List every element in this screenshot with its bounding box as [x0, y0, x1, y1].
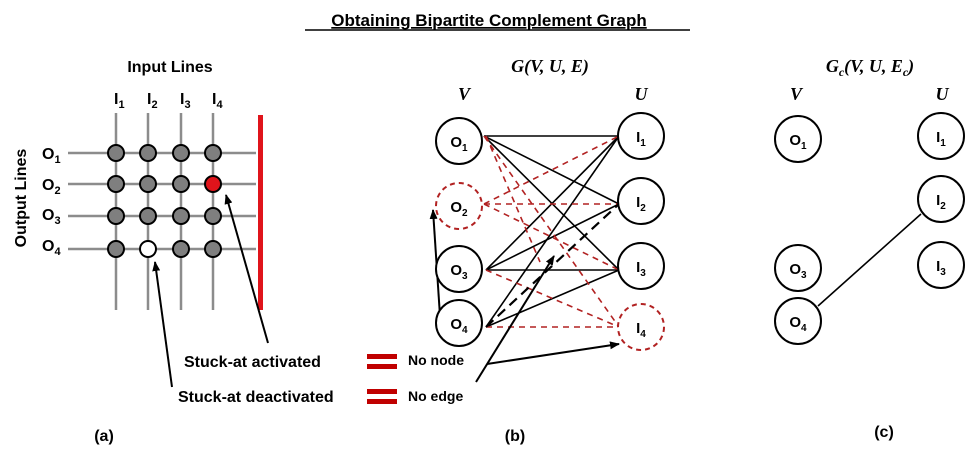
- panel-c-caption: (c): [874, 424, 894, 441]
- edge-dashed-deactivated: [485, 203, 620, 328]
- panel-c-u-label: U: [936, 84, 950, 104]
- output-wires: [68, 151, 256, 251]
- svg-text:I2: I2: [636, 194, 646, 214]
- legend-stuck-activated: Stuck-at activated: [184, 354, 321, 371]
- node-u-i1: I1: [617, 112, 665, 160]
- input-label-i2: I2: [147, 91, 158, 111]
- equals-sign-1: [367, 354, 397, 369]
- node-v-o4: O4: [435, 299, 483, 347]
- node-c-o3: O3: [774, 244, 822, 292]
- node-u-i2: I2: [617, 177, 665, 225]
- arrow-no-edge: [475, 255, 555, 383]
- panel-a-crossbar: Input Lines Output Lines I1 I2 I3 I4 O1 …: [13, 59, 269, 445]
- panel-b-v-label: V: [458, 84, 472, 104]
- svg-text:I1: I1: [636, 129, 646, 149]
- node-v-o3: O3: [435, 245, 483, 293]
- stuck-deactivated-crosspoint: [139, 240, 157, 258]
- output-label-o2: O2: [42, 177, 61, 197]
- node-u-i3: I3: [617, 242, 665, 290]
- panel-b-caption: (b): [505, 428, 525, 445]
- input-label-i1: I1: [114, 91, 125, 111]
- svg-text:I1: I1: [936, 129, 946, 149]
- complement-edge-o4-i2: [817, 213, 922, 307]
- panel-a-caption: (a): [94, 428, 114, 445]
- input-label-i4: I4: [212, 91, 223, 111]
- figure-title: Obtaining Bipartite Complement Graph: [331, 11, 646, 30]
- arrow-to-deactivated: [152, 261, 173, 388]
- svg-text:I3: I3: [636, 259, 646, 279]
- node-c-o4: O4: [774, 297, 822, 345]
- stuck-activated-crosspoint: [204, 175, 222, 193]
- equals-sign-2: [367, 389, 397, 404]
- node-c-o1: O1: [774, 115, 822, 163]
- crosspoints: [107, 144, 222, 258]
- node-v-o1: O1: [435, 117, 483, 165]
- node-c-i1: I1: [917, 112, 965, 160]
- input-wires: [114, 113, 215, 310]
- graph-gc-title: Gc(V, U, Ec): [826, 56, 914, 79]
- panel-b-u-label: U: [635, 84, 649, 104]
- output-label-o3: O3: [42, 207, 61, 227]
- edges-solid: [483, 135, 620, 328]
- red-output-bar: [258, 115, 263, 310]
- input-lines-label: Input Lines: [127, 59, 212, 76]
- panel-b-graph: G(V, U, E) V U: [429, 56, 665, 445]
- arrow-to-activated: [224, 194, 269, 344]
- input-label-i3: I3: [180, 91, 191, 111]
- legend-no-edge: No edge: [408, 388, 463, 404]
- node-c-i2: I2: [917, 175, 965, 223]
- legend-no-node: No node: [408, 352, 464, 368]
- node-u-i4-missing: I4: [617, 303, 665, 351]
- graph-g-title: G(V, U, E): [511, 56, 589, 77]
- arrow-no-node-i4: [486, 341, 620, 365]
- node-c-i3: I3: [917, 241, 965, 289]
- svg-text:I4: I4: [636, 320, 646, 340]
- svg-text:I3: I3: [936, 258, 946, 278]
- output-label-o4: O4: [42, 238, 61, 258]
- edges-dashed-red: [483, 135, 620, 328]
- output-lines-label: Output Lines: [13, 149, 30, 248]
- legend-stuck-deactivated: Stuck-at deactivated: [178, 389, 334, 406]
- output-label-o1: O1: [42, 146, 61, 166]
- panel-c-complement-graph: Gc(V, U, Ec) V U O1 O3 O4 I1 I2 I3 (c): [774, 56, 965, 441]
- legend: Stuck-at activated Stuck-at deactivated …: [178, 352, 464, 406]
- svg-text:I2: I2: [936, 192, 946, 212]
- node-v-o2-missing: O2: [435, 182, 483, 230]
- panel-c-v-label: V: [790, 84, 804, 104]
